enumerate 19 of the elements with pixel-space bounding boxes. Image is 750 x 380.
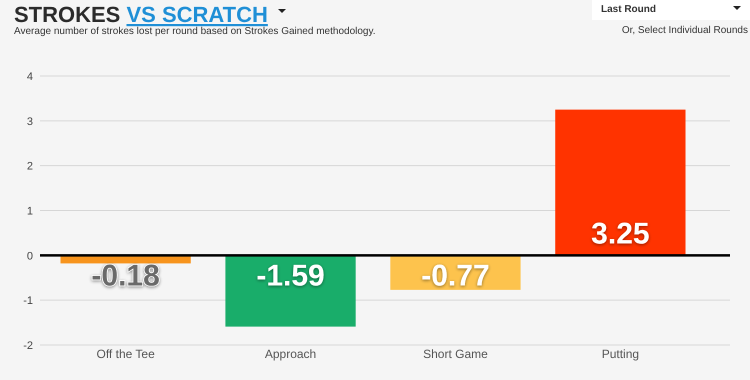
y-tick-label: 0 (26, 250, 33, 262)
x-tick-label: Short Game (423, 347, 488, 361)
y-tick-label: 4 (26, 71, 33, 83)
chart-subtitle: Average number of strokes lost per round based on Strokes Gained methodology. (14, 26, 376, 37)
y-tick-label: 1 (26, 206, 33, 218)
y-tick-label: -1 (23, 295, 33, 308)
text: Last Round (601, 4, 656, 15)
chart-title: STROKES VS SCRATCH (14, 2, 268, 27)
x-tick-label: Approach (264, 347, 316, 361)
x-tick-label: Putting (602, 347, 640, 361)
x-tick-label: Off the Tee (96, 347, 156, 361)
data-label: -0.77 (421, 259, 490, 292)
data-label: -0.18 (91, 259, 160, 292)
y-tick-label: 3 (26, 116, 33, 128)
data-label: 3.25 (591, 217, 650, 250)
data-label: -1.59 (256, 259, 325, 292)
text: Or, Select Individual Rounds (622, 25, 748, 36)
y-tick-label: 2 (26, 160, 33, 173)
y-tick-label: -2 (23, 340, 33, 352)
